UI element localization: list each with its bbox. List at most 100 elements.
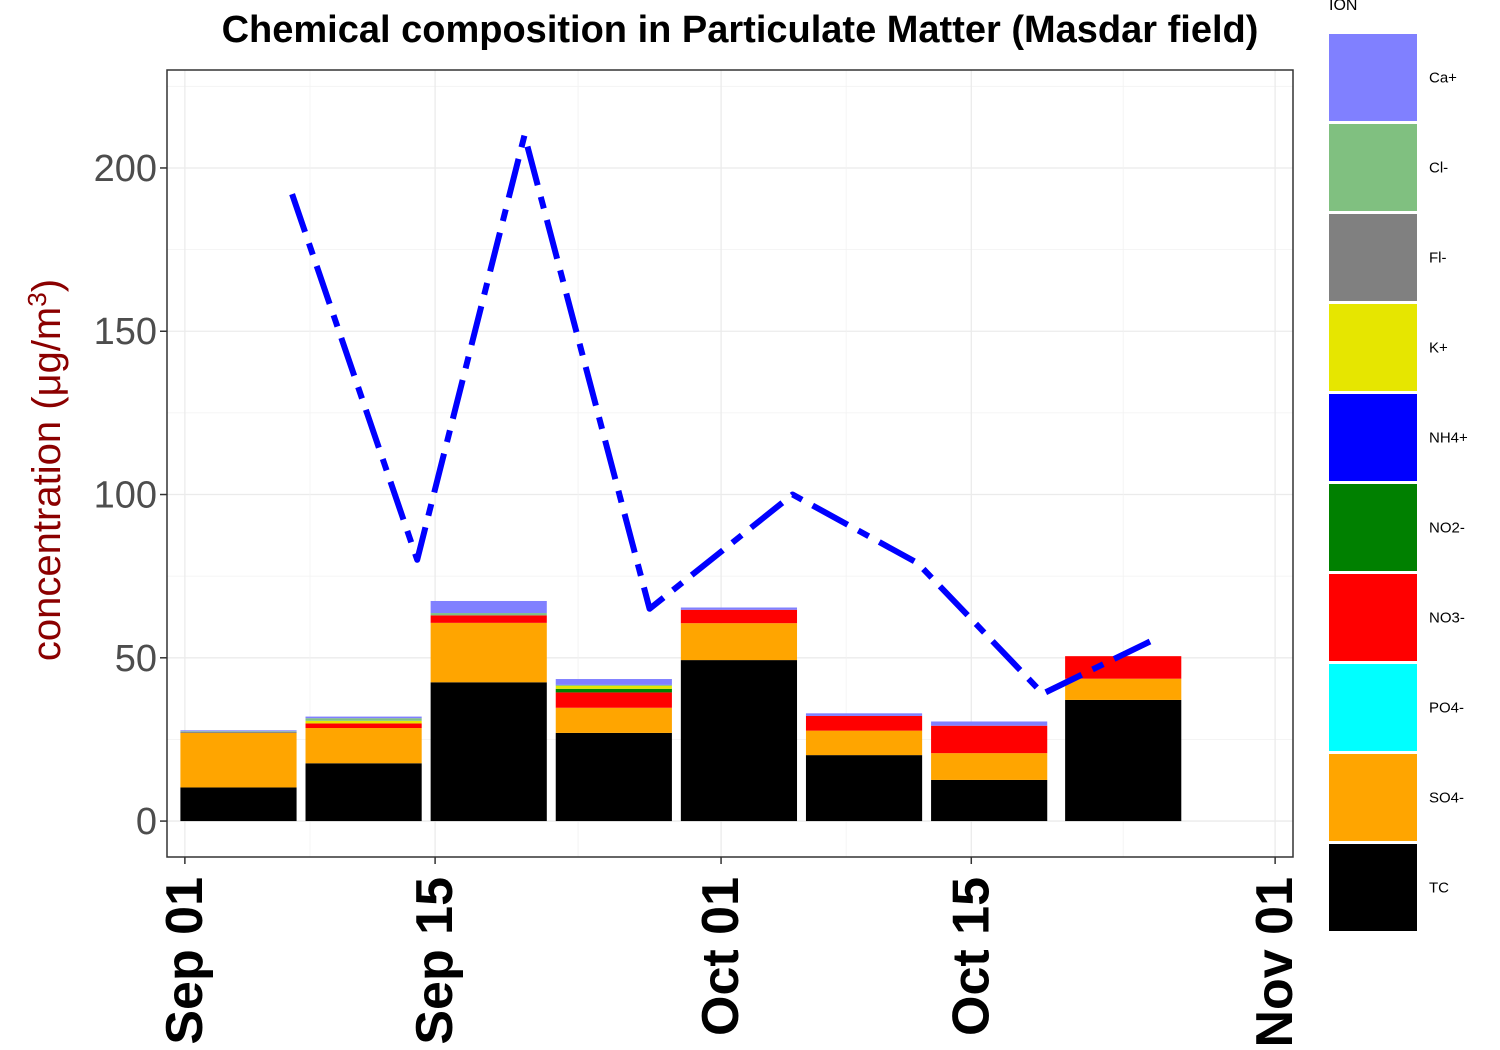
legend-title: ION <box>1329 0 1357 14</box>
bar-segment-ca <box>180 730 297 732</box>
bar-segment-tc <box>931 779 1048 822</box>
legend-key <box>1329 394 1417 481</box>
legend-item: Ca+ <box>1329 34 1457 121</box>
y-tick-label: 200 <box>94 148 157 190</box>
bar-segment-ca <box>305 716 422 719</box>
legend-key <box>1329 124 1417 211</box>
legend-item: TC <box>1329 844 1449 931</box>
legend-key <box>1329 214 1417 301</box>
bar-segment-no3 <box>555 692 672 708</box>
x-tick-label: Nov 01 <box>1246 877 1304 1048</box>
bar-segment-no3 <box>680 609 798 624</box>
bar-segment-tc <box>430 682 547 822</box>
bar-segment-so4 <box>805 730 923 756</box>
legend-label: NO3- <box>1429 610 1465 627</box>
chart-title: Chemical composition in Particulate Matt… <box>222 9 1259 51</box>
y-axis-label-main: concentration (μg/m <box>25 307 69 661</box>
bar-stack <box>931 721 1048 822</box>
legend-label: TC <box>1429 880 1449 897</box>
bar-segment-so4 <box>680 623 798 661</box>
y-tick-label: 100 <box>94 475 157 517</box>
y-tick-label: 50 <box>115 638 157 680</box>
bar-segment-ca <box>430 600 547 614</box>
legend-label: PO4- <box>1429 700 1464 717</box>
bar-stack <box>1065 656 1182 822</box>
legend-key <box>1329 484 1417 571</box>
x-tick-label: Sep 01 <box>156 877 214 1045</box>
bar-segment-no3 <box>931 725 1048 754</box>
legend-item: Fl- <box>1329 214 1447 301</box>
y-axis-label: concentration (μg/m3) <box>22 279 69 661</box>
legend-item: SO4- <box>1329 754 1464 841</box>
bar-segment-so4 <box>430 622 547 683</box>
bar-segment-cl <box>430 613 547 616</box>
y-tick-label: 0 <box>136 801 157 843</box>
legend-label: Ca+ <box>1429 70 1457 87</box>
line-series-path <box>289 132 1152 697</box>
legend-key <box>1329 844 1417 931</box>
bar-segment-tc <box>305 763 422 822</box>
legend: ION Ca+ Cl- Fl- K+ NH4+ NO2- NO3- PO4- SO4- TC <box>1329 0 1468 931</box>
legend-item: Cl- <box>1329 124 1448 211</box>
x-tick-label: Sep 15 <box>406 877 464 1045</box>
y-axis-label-close: ) <box>25 279 69 292</box>
bar-segment-ca <box>931 721 1048 726</box>
bar-segment-k <box>305 720 422 724</box>
bar-segment-tc <box>680 660 798 822</box>
bar-stacks <box>180 600 1182 822</box>
bar-segment-cl <box>180 731 297 732</box>
bar-segment-cl <box>555 684 672 686</box>
x-axis-ticks: Sep 01 Sep 15 Oct 01 Oct 15 Nov 01 <box>156 857 1304 1048</box>
y-tick-label: 150 <box>94 311 157 353</box>
bar-segment-no3 <box>805 715 923 731</box>
x-tick-label: Oct 15 <box>942 877 1000 1036</box>
legend-label: NH4+ <box>1429 430 1468 447</box>
x-tick-label: Oct 01 <box>692 877 750 1036</box>
legend-key <box>1329 34 1417 121</box>
legend-label: Cl- <box>1429 160 1448 177</box>
legend-label: K+ <box>1429 340 1448 357</box>
legend-key <box>1329 574 1417 661</box>
legend-item: PO4- <box>1329 664 1464 751</box>
bar-segment-cl <box>305 718 422 721</box>
legend-key <box>1329 664 1417 751</box>
y-axis-label-superscript: 3 <box>22 292 52 306</box>
legend-label: Fl- <box>1429 250 1447 267</box>
plot-border <box>166 69 1294 858</box>
bar-segment-tc <box>180 787 297 822</box>
bar-segment-fl <box>180 731 297 733</box>
bar-segment-tc <box>805 755 923 822</box>
bar-segment-k <box>555 685 672 689</box>
bar-segment-ca <box>555 679 672 685</box>
legend-label: NO2- <box>1429 520 1465 537</box>
bar-stack <box>805 713 923 822</box>
bar-segment-ca <box>805 713 923 716</box>
legend-key <box>1329 754 1417 841</box>
legend-item: K+ <box>1329 304 1448 391</box>
bar-segment-so4 <box>180 732 297 788</box>
legend-label: SO4- <box>1429 790 1464 807</box>
bar-segment-no2 <box>555 688 672 693</box>
bar-segment-so4 <box>305 728 422 764</box>
bar-stack <box>180 730 297 822</box>
bar-segment-so4 <box>1065 678 1182 700</box>
bar-segment-no3 <box>305 723 422 729</box>
bar-segment-ca <box>680 607 798 610</box>
legend-item: NH4+ <box>1329 394 1468 481</box>
bar-stack <box>305 716 422 822</box>
bar-stack <box>555 679 672 822</box>
bar-segment-no3 <box>430 615 547 623</box>
bar-segment-tc <box>1065 699 1182 822</box>
bar-segment-tc <box>555 732 672 822</box>
bar-segment-so4 <box>931 753 1048 780</box>
legend-key <box>1329 304 1417 391</box>
legend-items: Ca+ Cl- Fl- K+ NH4+ NO2- NO3- PO4- SO4- TC <box>1329 34 1468 931</box>
bar-stack <box>430 600 547 822</box>
bar-segment-so4 <box>555 707 672 733</box>
line-series <box>289 132 1152 697</box>
legend-item: NO3- <box>1329 574 1465 661</box>
bar-segment-no3 <box>1065 656 1182 679</box>
legend-item: NO2- <box>1329 484 1465 571</box>
y-axis-ticks: 0 50 100 150 200 <box>94 148 167 843</box>
